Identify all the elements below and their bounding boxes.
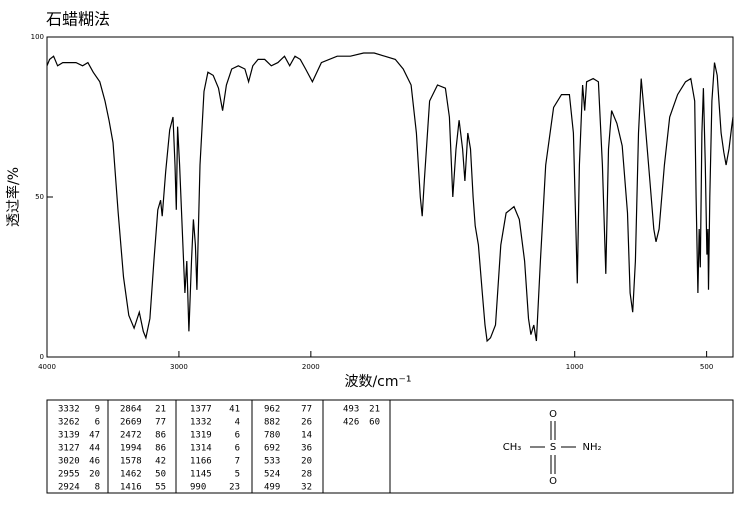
table-cell: 524 — [264, 470, 280, 480]
table-cell: 1578 — [120, 457, 142, 467]
table-cell: 2955 — [58, 470, 80, 480]
table-cell: 426 — [343, 418, 359, 428]
table-cell: 46 — [89, 457, 100, 467]
atom-label: O — [549, 409, 557, 420]
atom-label: S — [550, 442, 556, 453]
atom-label: O — [549, 476, 557, 487]
table-cell: 1319 — [190, 431, 212, 441]
table-cell: 1462 — [120, 470, 142, 480]
y-tick-label: 100 — [31, 33, 44, 41]
table-cell: 1416 — [120, 483, 142, 493]
table-cell: 86 — [155, 431, 166, 441]
x-tick-label: 3000 — [170, 363, 188, 371]
table-cell: 1314 — [190, 444, 212, 454]
table-cell: 780 — [264, 431, 280, 441]
table-cell: 493 — [343, 405, 359, 415]
table-cell: 6 — [95, 418, 100, 428]
table-cell: 9 — [95, 405, 100, 415]
table-cell: 36 — [301, 444, 312, 454]
table-cell: 23 — [229, 483, 240, 493]
x-tick-label: 4000 — [38, 363, 56, 371]
table-cell: 32 — [301, 483, 312, 493]
table-cell: 7 — [235, 457, 240, 467]
table-cell: 41 — [229, 405, 240, 415]
table-cell: 2864 — [120, 405, 142, 415]
table-cell: 3139 — [58, 431, 80, 441]
x-tick-label: 2000 — [302, 363, 320, 371]
table-cell: 1377 — [190, 405, 212, 415]
table-cell: 1166 — [190, 457, 212, 467]
table-cell: 3262 — [58, 418, 80, 428]
table-cell: 50 — [155, 470, 166, 480]
table-cell: 882 — [264, 418, 280, 428]
table-cell: 20 — [89, 470, 100, 480]
table-cell: 86 — [155, 444, 166, 454]
table-cell: 4 — [235, 418, 240, 428]
y-tick-label: 50 — [35, 193, 44, 201]
x-tick-label: 1000 — [566, 363, 584, 371]
table-cell: 499 — [264, 483, 280, 493]
table-cell: 6 — [235, 444, 240, 454]
table-cell: 6 — [235, 431, 240, 441]
table-cell: 47 — [89, 431, 100, 441]
x-tick-label: 500 — [700, 363, 713, 371]
table-cell: 2924 — [58, 483, 80, 493]
table-cell: 3127 — [58, 444, 80, 454]
table-cell: 26 — [301, 418, 312, 428]
y-axis-label: 透过率/% — [5, 167, 22, 227]
table-cell: 990 — [190, 483, 206, 493]
y-tick-label: 0 — [40, 353, 44, 361]
table-cell: 1332 — [190, 418, 212, 428]
table-cell: 55 — [155, 483, 166, 493]
table-cell: 1145 — [190, 470, 212, 480]
table-cell: 14 — [301, 431, 312, 441]
table-cell: 962 — [264, 405, 280, 415]
table-cell: 5 — [235, 470, 240, 480]
atom-label: NH₂ — [582, 442, 601, 453]
chart-title: 石蜡糊法 — [46, 10, 110, 29]
table-cell: 2669 — [120, 418, 142, 428]
table-cell: 1994 — [120, 444, 142, 454]
table-cell: 42 — [155, 457, 166, 467]
table-cell: 28 — [301, 470, 312, 480]
table-cell: 60 — [369, 418, 380, 428]
table-cell: 21 — [369, 405, 380, 415]
table-cell: 3020 — [58, 457, 80, 467]
table-cell: 2472 — [120, 431, 142, 441]
x-axis-label: 波数/cm⁻¹ — [344, 374, 411, 390]
plot-frame — [46, 36, 734, 358]
table-cell: 77 — [155, 418, 166, 428]
table-cell: 20 — [301, 457, 312, 467]
structure — [530, 421, 576, 474]
table-cell: 8 — [95, 483, 100, 493]
atom-label: CH₃ — [503, 442, 522, 453]
table-cell: 21 — [155, 405, 166, 415]
table-cell: 692 — [264, 444, 280, 454]
table-cell: 77 — [301, 405, 312, 415]
table-cell: 3332 — [58, 405, 80, 415]
spectrum-line — [46, 52, 734, 343]
table-cell: 533 — [264, 457, 280, 467]
table-cell: 44 — [89, 444, 100, 454]
